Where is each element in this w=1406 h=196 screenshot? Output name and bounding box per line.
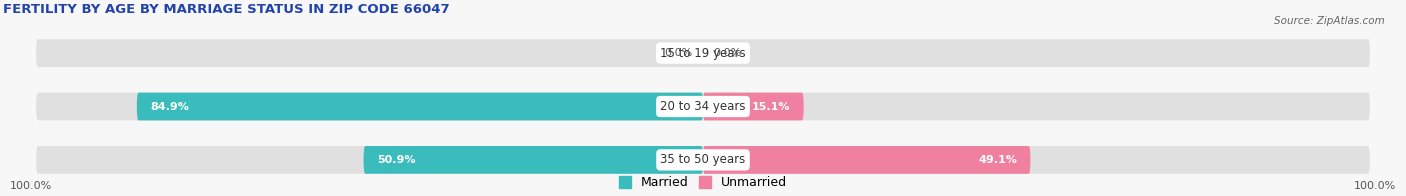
Text: 15 to 19 years: 15 to 19 years <box>661 47 745 60</box>
Text: 50.9%: 50.9% <box>377 155 415 165</box>
Text: 84.9%: 84.9% <box>150 102 188 112</box>
FancyBboxPatch shape <box>703 93 804 120</box>
Text: 100.0%: 100.0% <box>1354 181 1396 191</box>
FancyBboxPatch shape <box>37 93 1369 120</box>
Text: Source: ZipAtlas.com: Source: ZipAtlas.com <box>1274 16 1385 26</box>
Text: 100.0%: 100.0% <box>10 181 52 191</box>
Text: 15.1%: 15.1% <box>752 102 790 112</box>
Text: FERTILITY BY AGE BY MARRIAGE STATUS IN ZIP CODE 66047: FERTILITY BY AGE BY MARRIAGE STATUS IN Z… <box>3 3 450 16</box>
Legend: Married, Unmarried: Married, Unmarried <box>613 171 793 194</box>
Text: 20 to 34 years: 20 to 34 years <box>661 100 745 113</box>
Text: 35 to 50 years: 35 to 50 years <box>661 153 745 166</box>
FancyBboxPatch shape <box>37 39 1369 67</box>
Text: 0.0%: 0.0% <box>665 48 693 58</box>
Text: 49.1%: 49.1% <box>979 155 1017 165</box>
FancyBboxPatch shape <box>37 146 1369 174</box>
FancyBboxPatch shape <box>703 146 1031 174</box>
FancyBboxPatch shape <box>136 93 703 120</box>
Text: 0.0%: 0.0% <box>713 48 741 58</box>
FancyBboxPatch shape <box>364 146 703 174</box>
